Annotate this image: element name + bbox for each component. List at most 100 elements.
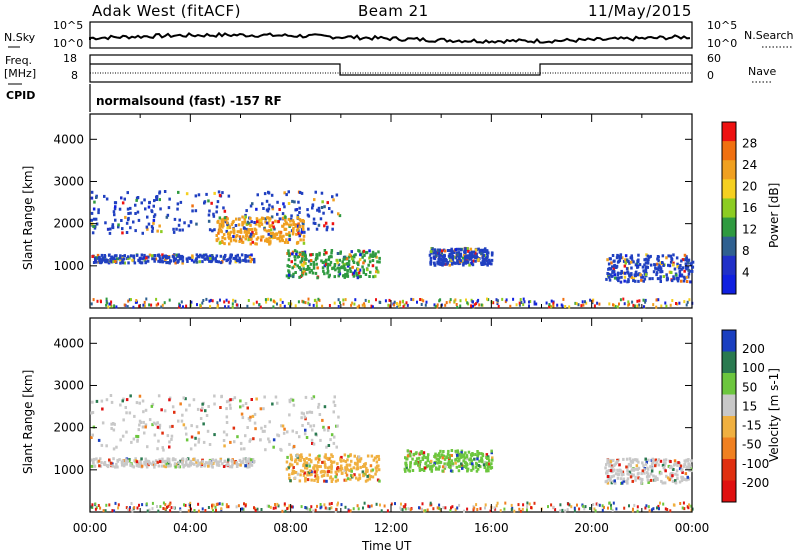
echo-cell — [123, 462, 127, 466]
ground-scatter-cell — [528, 300, 530, 304]
echo-cell — [618, 463, 621, 467]
echo-cell — [196, 463, 200, 467]
echo-cell — [605, 471, 608, 475]
nsearch-tick-hi: 10^5 — [707, 19, 738, 32]
echo-cell — [278, 208, 281, 211]
ground-scatter-cell — [272, 506, 275, 510]
echo-cell — [470, 261, 473, 265]
echo-cell — [662, 275, 666, 278]
ground-scatter-cell — [132, 305, 135, 309]
echo-cell — [659, 261, 662, 265]
ground-scatter-cell — [548, 305, 551, 309]
ground-scatter-cell — [225, 505, 228, 509]
ground-scatter-cell — [113, 509, 116, 513]
freq-tick-lo: 8 — [71, 69, 78, 82]
echo-cell — [244, 434, 247, 438]
ground-scatter-cell — [492, 301, 495, 305]
echo-cell — [475, 462, 479, 466]
echo-cell — [323, 463, 327, 467]
echo-cell — [194, 194, 198, 198]
ground-scatter-cell — [610, 503, 612, 507]
echo-cell — [628, 261, 631, 265]
echo-cell — [309, 259, 313, 262]
echo-cell — [262, 207, 265, 210]
echo-cell — [288, 464, 291, 468]
ground-scatter-cell — [528, 304, 530, 308]
echo-cell — [669, 260, 673, 264]
echo-cell — [302, 251, 306, 255]
echo-cell — [306, 470, 309, 474]
echo-cell — [197, 431, 200, 435]
echo-cell — [376, 478, 380, 482]
echo-cell — [270, 224, 274, 228]
echo-cell — [303, 432, 307, 436]
echo-cell — [226, 462, 230, 466]
echo-cell — [647, 258, 650, 262]
echo-cell — [662, 466, 665, 470]
echo-cell — [629, 459, 633, 463]
echo-cell — [115, 462, 118, 466]
ground-scatter-cell — [657, 504, 660, 508]
echo-cell — [458, 457, 461, 461]
echo-cell — [377, 458, 381, 461]
echo-cell — [228, 236, 231, 240]
echo-cell — [439, 460, 443, 464]
ground-scatter-cell — [669, 303, 672, 307]
echo-cell — [687, 458, 690, 461]
echo-cell — [162, 254, 166, 258]
echo-cell — [101, 256, 105, 260]
echo-cell — [147, 222, 151, 226]
echo-cell — [446, 452, 450, 456]
ground-scatter-cell — [218, 502, 221, 506]
echo-cell — [198, 462, 202, 466]
colorbar-swatch — [722, 394, 736, 417]
echo-cell — [186, 260, 189, 263]
echo-cell — [210, 254, 214, 257]
ground-scatter-cell — [337, 298, 340, 302]
echo-cell — [253, 221, 256, 224]
ground-scatter-cell — [144, 304, 146, 308]
echo-cell — [266, 240, 269, 243]
ground-scatter-cell — [287, 302, 290, 306]
echo-cell — [480, 261, 483, 265]
echo-cell — [438, 455, 442, 459]
colorbar-tick-label: 200 — [742, 342, 765, 356]
echo-cell — [109, 227, 112, 231]
echo-cell — [661, 481, 664, 485]
echo-cell — [310, 397, 314, 400]
echo-cell — [135, 253, 139, 257]
ground-scatter-cell — [439, 298, 442, 302]
echo-cell — [323, 252, 326, 256]
echo-cell — [305, 461, 309, 465]
echo-cell — [210, 464, 214, 468]
echo-cell — [223, 209, 227, 213]
echo-cell — [184, 397, 187, 401]
echo-cell — [112, 457, 115, 461]
ground-scatter-cell — [434, 304, 437, 308]
echo-cell — [678, 480, 682, 484]
ground-scatter-cell — [342, 298, 345, 302]
echo-cell — [285, 460, 289, 464]
echo-cell — [321, 470, 325, 474]
echo-cell — [344, 478, 348, 482]
echo-cell — [240, 447, 243, 451]
echo-cell — [238, 235, 242, 239]
echo-cell — [204, 409, 207, 413]
echo-cell — [272, 438, 276, 442]
echo-cell — [229, 239, 233, 243]
ground-scatter-cell — [138, 304, 141, 308]
echo-cell — [617, 259, 621, 263]
echo-cell — [335, 258, 338, 262]
echo-cell — [377, 464, 380, 468]
echo-cell — [218, 222, 222, 226]
echo-cell — [681, 266, 684, 270]
echo-cell — [652, 474, 655, 478]
echo-cell — [244, 257, 247, 261]
echo-cell — [370, 469, 373, 473]
echo-cell — [98, 464, 101, 468]
ground-scatter-cell — [281, 300, 284, 304]
ground-scatter-cell — [168, 298, 171, 302]
echo-cell — [326, 269, 330, 273]
echo-cell — [654, 458, 657, 462]
echo-cell — [376, 260, 379, 264]
